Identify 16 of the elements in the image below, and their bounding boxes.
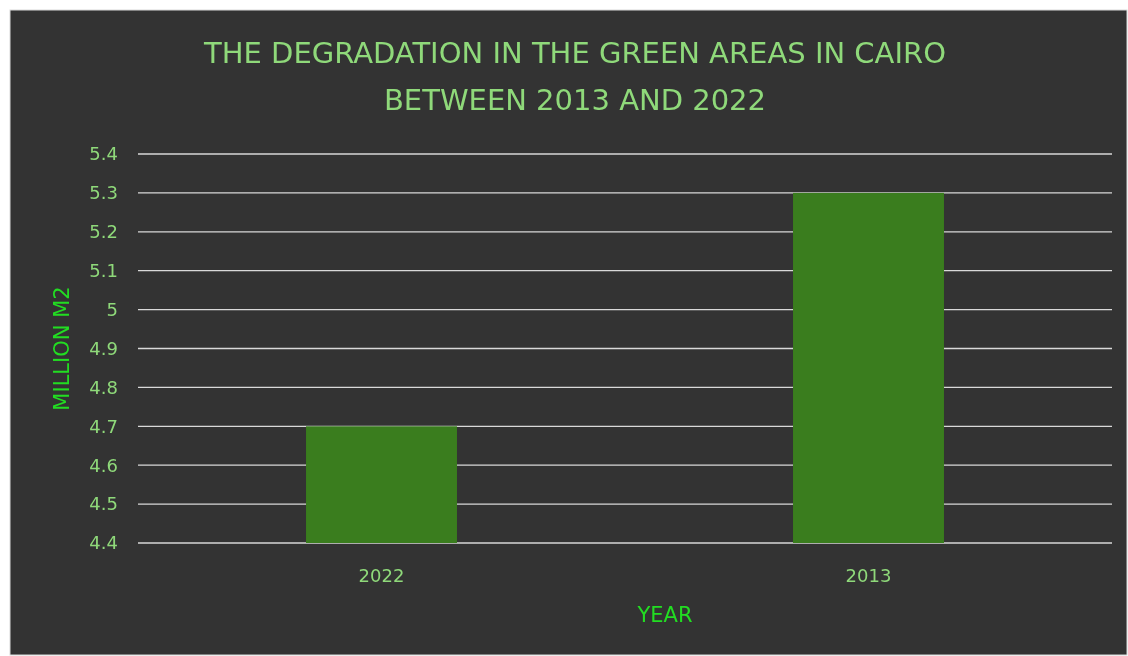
y-tick-label: 5.2 xyxy=(89,221,118,243)
y-axis-title: MILLION M2 xyxy=(50,286,74,411)
y-tick-label: 5.3 xyxy=(89,182,118,204)
y-tick-label: 5 xyxy=(106,298,118,320)
x-tick-label: 2022 xyxy=(358,565,405,586)
y-tick-label: 4.8 xyxy=(89,376,118,398)
y-tick-label: 4.4 xyxy=(89,532,118,554)
y-tick-label: 4.5 xyxy=(89,493,118,515)
y-tick-label: 4.6 xyxy=(89,454,118,476)
x-tick-label: 2013 xyxy=(845,565,892,586)
chart-title: THE DEGRADATION IN THE GREEN AREAS IN CAIRO BETWEEN 2013 AND 2022 xyxy=(203,36,946,117)
y-tick-label: 4.7 xyxy=(89,415,118,437)
y-tick-label: 5.1 xyxy=(89,260,118,281)
x-axis-title: YEAR xyxy=(636,603,693,627)
y-tick-label: 4.9 xyxy=(89,337,118,359)
y-tick-label: 5.4 xyxy=(89,143,118,165)
